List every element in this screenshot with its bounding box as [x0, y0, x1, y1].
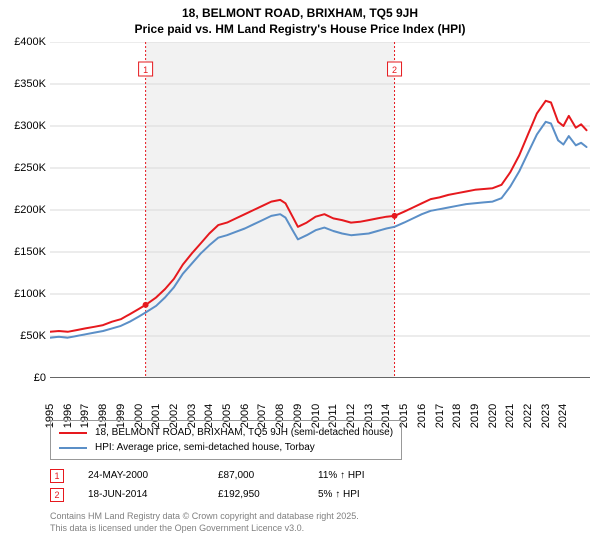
svg-text:1: 1 — [143, 65, 148, 75]
y-tick-label: £150K — [14, 246, 46, 258]
title-line-1: 18, BELMONT ROAD, BRIXHAM, TQ5 9JH — [0, 6, 600, 22]
legend-row: 18, BELMONT ROAD, BRIXHAM, TQ5 9JH (semi… — [59, 425, 393, 440]
chart-container: 18, BELMONT ROAD, BRIXHAM, TQ5 9JH Price… — [0, 0, 600, 560]
plot-area: 12 — [50, 42, 590, 378]
title-line-2: Price paid vs. HM Land Registry's House … — [0, 22, 600, 38]
y-tick-label: £300K — [14, 120, 46, 132]
y-tick-label: £100K — [14, 288, 46, 300]
title-block: 18, BELMONT ROAD, BRIXHAM, TQ5 9JH Price… — [0, 0, 600, 37]
legend-label: 18, BELMONT ROAD, BRIXHAM, TQ5 9JH (semi… — [95, 425, 393, 440]
y-tick-label: £50K — [20, 330, 46, 342]
marker-delta: 5% ↑ HPI — [318, 485, 438, 504]
marker-delta: 11% ↑ HPI — [318, 466, 438, 485]
legend-swatch — [59, 432, 87, 434]
marker-badge: 2 — [50, 488, 64, 502]
y-tick-label: £350K — [14, 78, 46, 90]
below-chart: 18, BELMONT ROAD, BRIXHAM, TQ5 9JH (semi… — [50, 420, 590, 534]
y-tick-label: £0 — [34, 372, 46, 384]
marker-badge: 1 — [50, 469, 64, 483]
attribution-line-2: This data is licensed under the Open Gov… — [50, 522, 590, 534]
attribution-line-1: Contains HM Land Registry data © Crown c… — [50, 510, 590, 522]
legend-swatch — [59, 447, 87, 449]
marker-row: 1 24-MAY-2000£87,00011% ↑ HPI — [50, 466, 590, 485]
legend-box: 18, BELMONT ROAD, BRIXHAM, TQ5 9JH (semi… — [50, 420, 402, 460]
svg-text:2: 2 — [392, 65, 397, 75]
chart-wrap: £0£50K£100K£150K£200K£250K£300K£350K£400… — [0, 42, 600, 414]
legend-row: HPI: Average price, semi-detached house,… — [59, 440, 393, 455]
marker-row: 2 18-JUN-2014£192,9505% ↑ HPI — [50, 485, 590, 504]
marker-price: £87,000 — [218, 466, 318, 485]
marker-date: 24-MAY-2000 — [88, 466, 218, 485]
y-tick-label: £200K — [14, 204, 46, 216]
marker-price: £192,950 — [218, 485, 318, 504]
attribution: Contains HM Land Registry data © Crown c… — [50, 510, 590, 534]
y-axis-ticks: £0£50K£100K£150K£200K£250K£300K£350K£400… — [0, 42, 50, 378]
x-axis-ticks: 1995199619971998199920002001200220032004… — [50, 378, 590, 414]
chart-svg: 12 — [50, 42, 590, 378]
marker-date: 18-JUN-2014 — [88, 485, 218, 504]
marker-table: 1 24-MAY-2000£87,00011% ↑ HPI 2 18-JUN-2014… — [50, 466, 590, 504]
y-tick-label: £400K — [14, 36, 46, 48]
legend-label: HPI: Average price, semi-detached house,… — [95, 440, 315, 455]
y-tick-label: £250K — [14, 162, 46, 174]
